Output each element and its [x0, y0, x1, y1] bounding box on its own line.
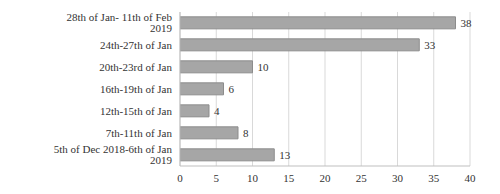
svg-text:12th-15th of Jan: 12th-15th of Jan: [100, 105, 173, 117]
svg-text:25: 25: [356, 172, 368, 184]
svg-text:5th of Dec 2018-6th of Jan2019: 5th of Dec 2018-6th of Jan2019: [54, 143, 173, 166]
svg-text:10: 10: [247, 172, 259, 184]
svg-text:13: 13: [279, 149, 291, 161]
svg-text:10: 10: [258, 61, 270, 73]
svg-text:16th-19th of Jan: 16th-19th of Jan: [100, 83, 173, 95]
svg-text:28th of Jan- 11th of Feb2019: 28th of Jan- 11th of Feb2019: [66, 11, 172, 34]
svg-text:15: 15: [283, 172, 295, 184]
svg-text:8: 8: [243, 127, 249, 139]
svg-text:38: 38: [461, 17, 473, 29]
svg-text:0: 0: [177, 172, 183, 184]
svg-text:4: 4: [214, 105, 220, 117]
svg-text:7th-11th of Jan: 7th-11th of Jan: [106, 127, 173, 139]
svg-text:6: 6: [229, 83, 235, 95]
svg-text:30: 30: [392, 172, 404, 184]
svg-text:5: 5: [214, 172, 220, 184]
svg-text:33: 33: [424, 39, 436, 51]
svg-text:20th-23rd of Jan: 20th-23rd of Jan: [99, 61, 172, 73]
svg-text:20: 20: [320, 172, 332, 184]
svg-text:40: 40: [465, 172, 477, 184]
svg-text:24th-27th of Jan: 24th-27th of Jan: [100, 39, 173, 51]
svg-text:35: 35: [428, 172, 440, 184]
